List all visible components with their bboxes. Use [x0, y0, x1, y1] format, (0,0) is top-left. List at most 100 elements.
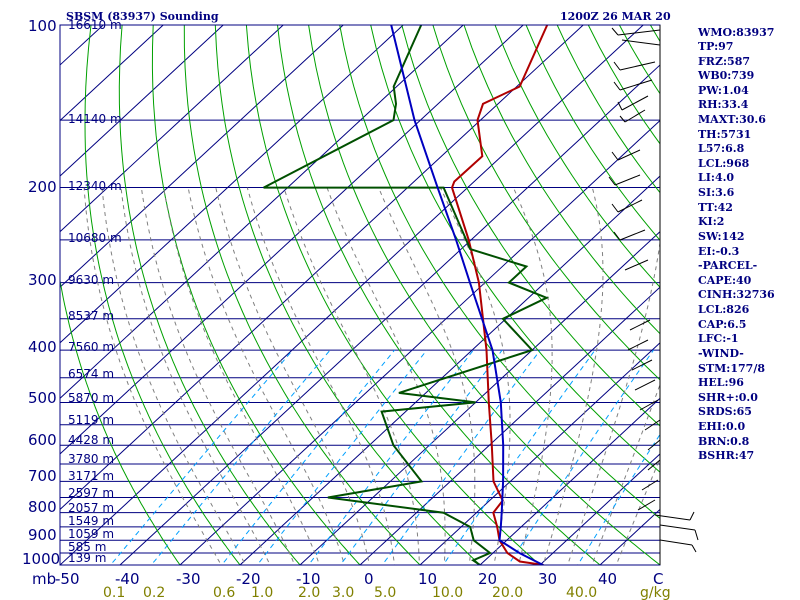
index-value: LCL:826: [698, 303, 750, 316]
isotherm-line: [479, 397, 660, 565]
station-title: SBSM (83937) Sounding: [66, 10, 219, 23]
temperature-tick-label: -20: [236, 570, 261, 588]
mixing-ratio-label: 20.0: [492, 585, 523, 600]
moist-adiabat-line: [439, 187, 511, 565]
height-label: 8537 m: [68, 309, 114, 323]
temperature-tick-label: -40: [115, 570, 140, 588]
sounding-time: 1200Z 26 MAR 20: [560, 10, 671, 23]
dry-adiabat-line: [401, 25, 660, 427]
moist-adiabat-line: [512, 187, 553, 565]
height-label: 6574 m: [68, 367, 114, 381]
pressure-tick-label: 100: [28, 17, 57, 35]
height-label: 585 m: [68, 540, 106, 554]
mixing-ratio-label: 40.0: [566, 585, 597, 600]
dry-adiabat-line: [214, 25, 481, 565]
index-value: CAP:6.5: [698, 318, 746, 331]
index-section-heading: -WIND-: [698, 347, 744, 360]
isotherm-line: [60, 25, 164, 122]
index-value: BRN:0.8: [698, 435, 750, 448]
height-label: 7560 m: [68, 340, 114, 354]
mixing-ratio-axis: 0.1 0.2 0.6 1.0 2.0 3.0 5.0 10.0 20.0 40…: [103, 585, 671, 600]
parcel-trace: [390, 25, 544, 565]
isotherm-line: [119, 64, 660, 565]
isotherm-line: [60, 25, 644, 565]
mixing-ratio-label: 0.6: [213, 585, 235, 600]
mixing-ratio-line: [339, 349, 503, 565]
dewpoint-trace: [263, 25, 550, 565]
mixing-ratio-line: [256, 349, 428, 565]
index-value: TT:42: [698, 201, 733, 214]
mixing-ratio-line: [150, 349, 331, 565]
moist-adiabat-line: [120, 187, 271, 565]
moist-adiabat-line: [187, 187, 346, 565]
wind-barbs: [608, 25, 699, 565]
sounding-traces: [263, 25, 550, 565]
index-value: CINH:32736: [698, 288, 775, 301]
pressure-tick-label: 700: [28, 467, 57, 485]
height-label: 1059 m: [68, 527, 114, 541]
index-value: HEL:96: [698, 376, 744, 389]
pressure-tick-label: 900: [28, 526, 57, 544]
isotherm-line: [419, 342, 660, 565]
mixing-ratio-line: [307, 349, 474, 565]
temperature-unit-label: C: [653, 570, 663, 588]
mixing-ratio-line: [577, 433, 660, 565]
index-value: WB0:739: [697, 69, 754, 82]
mixing-ratio-label: 2.0: [298, 585, 320, 600]
index-value: RH:33.4: [698, 98, 749, 111]
index-value: WMO:83937: [697, 26, 774, 39]
height-label: 3780 m: [68, 452, 114, 466]
height-label: 139 m: [68, 551, 106, 565]
pressure-tick-label: 500: [28, 389, 57, 407]
index-value: LI:4.0: [698, 171, 734, 184]
index-value: L57:6.8: [698, 142, 745, 155]
mixing-ratio-line: [381, 349, 541, 565]
mixing-ratio-unit-label: g/kg: [640, 585, 671, 600]
index-value: KI:2: [698, 215, 724, 228]
index-value: SRDS:65: [698, 405, 752, 418]
index-value: SHR+:0.0: [698, 391, 758, 404]
dry-adiabat-line: [84, 25, 241, 565]
height-label: 2057 m: [68, 501, 114, 515]
isotherm-line: [60, 25, 464, 400]
height-label: 16610 m: [68, 18, 122, 32]
pressure-tick-label: 800: [28, 498, 57, 516]
height-label: 10680 m: [68, 231, 122, 245]
dry-adiabat-line: [151, 25, 361, 565]
mixing-ratio-label: 0.2: [143, 585, 165, 600]
height-label: 1549 m: [68, 514, 114, 528]
wind-barb-strokes: [614, 29, 696, 546]
mixing-ratio-label: 0.1: [103, 585, 125, 600]
mixing-ratio-line: [221, 349, 395, 565]
pressure-tick-label: 400: [28, 338, 57, 356]
moist-adiabat-line: [215, 187, 371, 565]
wind-barb-flags: [608, 27, 699, 553]
moist-adiabat-line: [567, 239, 660, 565]
pressure-tick-label: 600: [28, 431, 57, 449]
index-value: MAXT:30.6: [698, 113, 766, 126]
moist-adiabat-line: [326, 187, 446, 565]
mixing-ratio-label: 5.0: [374, 585, 396, 600]
isotherm-line: [359, 286, 660, 565]
mixing-ratio-label: 10.0: [432, 585, 463, 600]
pressure-unit-label: mb: [32, 570, 56, 588]
index-value: PW:1.04: [698, 84, 749, 97]
moist-adiabat-line: [542, 187, 604, 565]
dry-adiabat-line: [308, 25, 660, 565]
height-labels: 16610 m 14140 m 12340 m 10680 m 9630 m 8…: [68, 18, 122, 565]
dry-adiabat-line: [339, 25, 660, 520]
moist-adiabat-line: [591, 383, 660, 565]
temperature-axis: mb -50 -40 -30 -20 -10 0 10 20 30 40 C: [32, 570, 663, 588]
dry-adiabat-line: [463, 25, 660, 335]
temperature-tick-label: -30: [176, 570, 201, 588]
mixing-ratio-label: 3.0: [332, 585, 354, 600]
index-value: LCL:968: [698, 157, 750, 170]
moist-adiabat-line: [140, 187, 296, 565]
temperature-tick-label: 20: [478, 570, 497, 588]
moist-adiabat-line: [83, 187, 222, 565]
pressure-tick-label: 1000: [22, 550, 60, 568]
height-label: 4428 m: [68, 433, 114, 447]
isotherm-line: [60, 25, 404, 344]
moist-adiabat-line: [378, 187, 476, 565]
